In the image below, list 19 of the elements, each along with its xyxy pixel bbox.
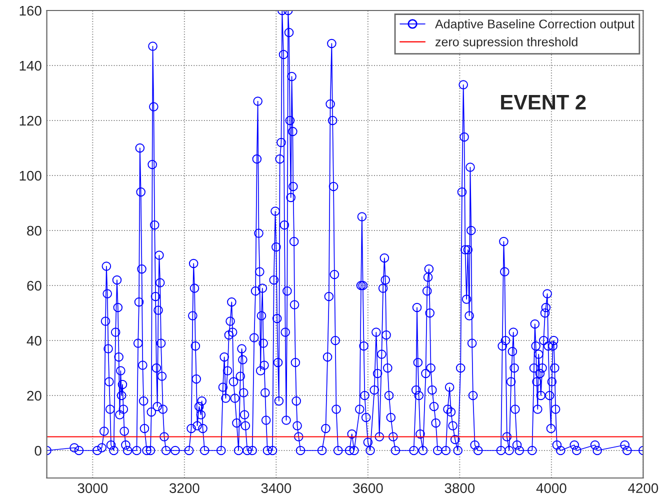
y-tick-label: 60	[27, 280, 42, 291]
annotation: EVENT 2	[501, 94, 586, 110]
y-tick-label: 0	[34, 446, 42, 456]
y-tick-label: 40	[26, 336, 42, 346]
x-tick-label: 3000	[78, 483, 108, 494]
x-tick-label: 3800	[444, 483, 475, 494]
x-tick-label: 3400	[261, 483, 292, 494]
legend-label: zero supression threshold	[436, 37, 578, 49]
y-tick-label: 20	[27, 390, 42, 401]
x-tick-label: 4200	[628, 483, 658, 494]
x-tick-label: 3600	[353, 483, 383, 494]
y-tick-label: 160	[20, 6, 42, 16]
y-tick-label: 100	[20, 170, 42, 181]
y-tick-label: 120	[20, 116, 42, 126]
x-tick-label: 4000	[536, 483, 566, 494]
x-tick-label: 3200	[170, 483, 200, 494]
y-tick-label: 140	[20, 60, 42, 71]
legend-label: Adaptive Baseline Correction output	[435, 19, 634, 31]
y-tick-label: 80	[27, 226, 42, 236]
